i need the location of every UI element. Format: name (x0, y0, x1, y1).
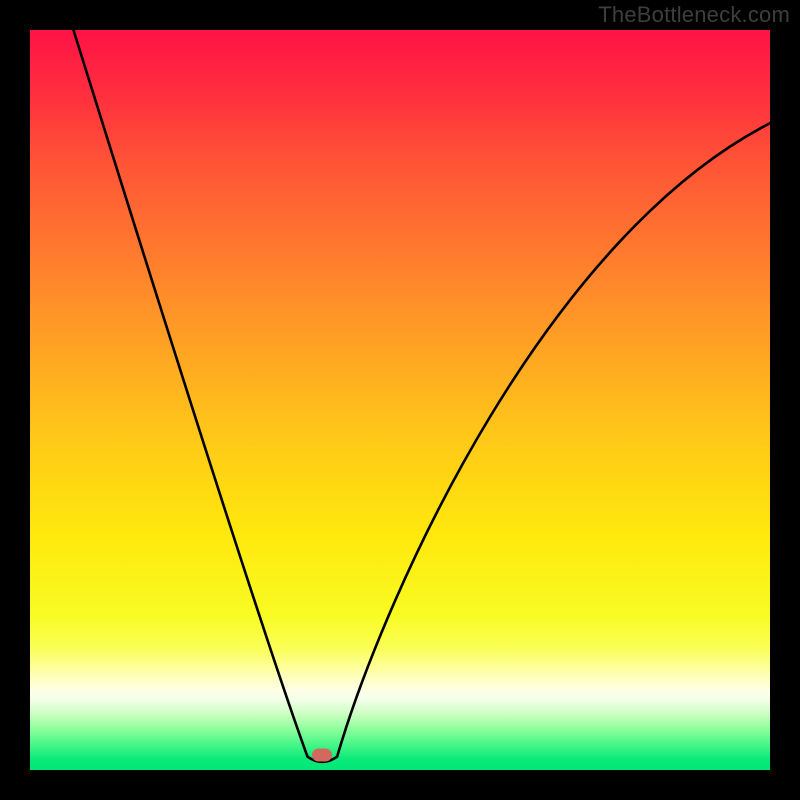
chart-canvas: TheBottleneck.com (0, 0, 800, 800)
bottleneck-curve (30, 30, 770, 770)
optimal-point-marker (312, 749, 332, 762)
plot-area (30, 30, 770, 770)
watermark-text: TheBottleneck.com (598, 2, 790, 28)
